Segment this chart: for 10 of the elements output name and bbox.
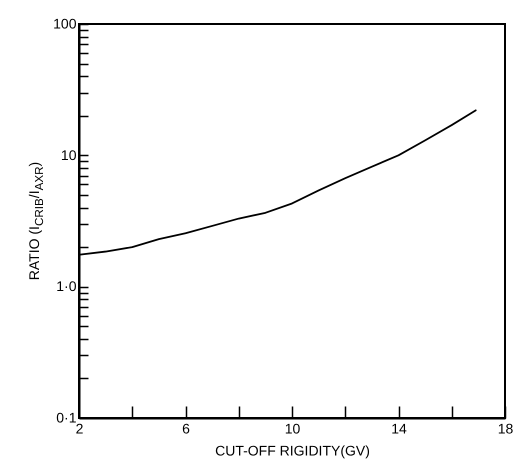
x-tick-label: 10 — [284, 420, 300, 436]
x-tick-label: 6 — [182, 420, 190, 436]
y-tick-label: 10 — [60, 146, 77, 163]
x-tick-label: 2 — [76, 420, 84, 436]
x-axis-title: CUT-OFF RIGIDITY(GV) — [215, 442, 370, 458]
y-tick-label: 100 — [53, 16, 77, 32]
y-tick-label: 1·0 — [56, 278, 77, 294]
x-tick-label: 18 — [498, 420, 514, 436]
y-tick-label: 0·1 — [56, 410, 77, 426]
x-tick-label: 14 — [391, 420, 407, 436]
